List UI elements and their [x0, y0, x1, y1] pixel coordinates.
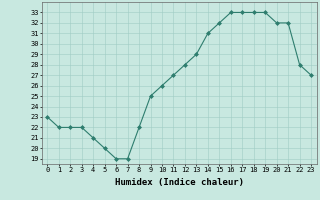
X-axis label: Humidex (Indice chaleur): Humidex (Indice chaleur) — [115, 178, 244, 187]
